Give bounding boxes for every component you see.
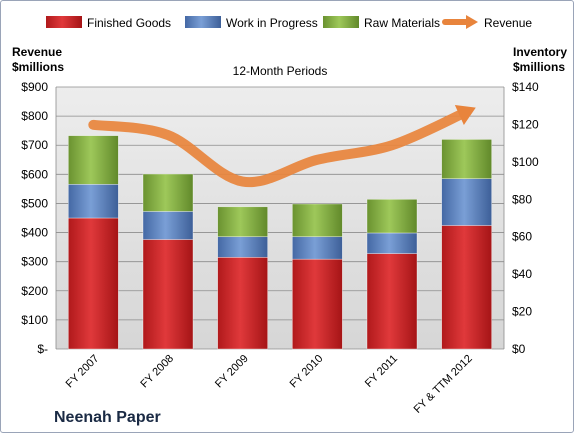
revenue-point [466,111,467,112]
right-tick-label: $120 [512,117,539,131]
legend-swatch-work-in-progress [185,16,221,28]
right-tick-label: $0 [512,342,526,356]
bar-work-in-progress [292,236,343,260]
right-tick-label: $20 [512,305,532,319]
right-tick-label: $60 [512,230,532,244]
legend-label-raw-materials: Raw Materials [364,16,440,30]
bar-finished-goods [68,217,119,350]
bar-finished-goods [217,256,268,350]
bar-work-in-progress [142,211,194,240]
legend-label-revenue: Revenue [484,16,532,30]
revenue-point [242,181,243,182]
right-axis-ticks: $0 $20 $40 $60 $80 $100 $120 $140 [512,80,539,356]
left-tick-label: $900 [21,80,48,94]
bar-raw-materials [292,203,343,238]
bar-work-in-progress [441,178,492,226]
bar-finished-goods [441,225,492,350]
left-tick-label: $100 [21,313,48,327]
legend-item-revenue: Revenue [442,15,532,30]
company-name: Neenah Paper [54,409,161,426]
left-axis-title-line1: Revenue [12,45,62,59]
left-tick-label: $500 [21,196,48,210]
x-tick-label: FY & TTM 2012 [412,353,475,416]
revenue-point [392,145,393,146]
bar-raw-materials [142,173,194,212]
left-tick-label: $300 [21,255,48,269]
left-tick-label: $400 [21,226,48,240]
bar-raw-materials [68,135,119,185]
right-axis-title-line1: Inventory [513,45,567,59]
x-tick-label: FY 2009 [213,353,251,391]
legend-swatch-raw-materials [323,16,359,28]
bar-work-in-progress [366,232,418,254]
x-tick-label: FY 2011 [363,353,400,390]
legend-item-work-in-progress: Work in Progress [185,16,318,30]
x-tick-label: FY 2010 [288,353,326,391]
revenue-line [88,106,472,188]
left-tick-label: $800 [21,109,48,123]
x-tick-label: FY 2007 [64,353,102,391]
bar-work-in-progress [68,184,119,219]
bar-raw-materials [217,206,268,238]
bars [68,135,492,350]
legend-label-finished-goods: Finished Goods [87,16,171,30]
right-axis-title: Inventory $millions [513,45,570,74]
bar-finished-goods [142,239,194,350]
legend-swatch-finished-goods [46,16,82,28]
left-tick-label: $600 [21,167,48,181]
legend-arrow-revenue [466,15,478,29]
bar-finished-goods [292,258,343,350]
bar-work-in-progress [217,236,268,258]
revenue-point [168,135,169,136]
gridlines [55,86,505,350]
x-tick-label: FY 2008 [138,353,176,391]
revenue-arrowhead [454,104,476,126]
bar-finished-goods [366,253,418,350]
revenue-point [317,159,318,160]
left-tick-label: $200 [21,284,48,298]
legend: Finished Goods Work in Progress Raw Mate… [46,15,532,30]
right-tick-label: $40 [512,267,532,281]
left-axis-title: Revenue $millions [12,45,65,74]
revenue-point [93,124,94,125]
chart-title: 12-Month Periods [233,64,328,78]
left-axis-title-line2: $millions [12,60,64,74]
right-tick-label: $140 [512,80,539,94]
right-tick-label: $80 [512,192,532,206]
left-tick-label: $700 [21,138,48,152]
x-axis-ticks: FY 2007 FY 2008 FY 2009 FY 2010 FY 2011 FY & … [64,353,475,416]
legend-item-finished-goods: Finished Goods [46,16,171,30]
legend-label-work-in-progress: Work in Progress [226,16,318,30]
right-axis-title-line2: $millions [513,60,565,74]
bar-raw-materials [366,198,418,234]
right-tick-label: $100 [512,155,539,169]
bar-raw-materials [441,139,492,179]
left-axis-ticks: $- $100 $200 $300 $400 $500 $600 $700 $800 $900 [21,80,48,356]
legend-item-raw-materials: Raw Materials [323,16,440,30]
left-tick-label: $- [37,342,48,356]
revenue-series [88,104,476,188]
